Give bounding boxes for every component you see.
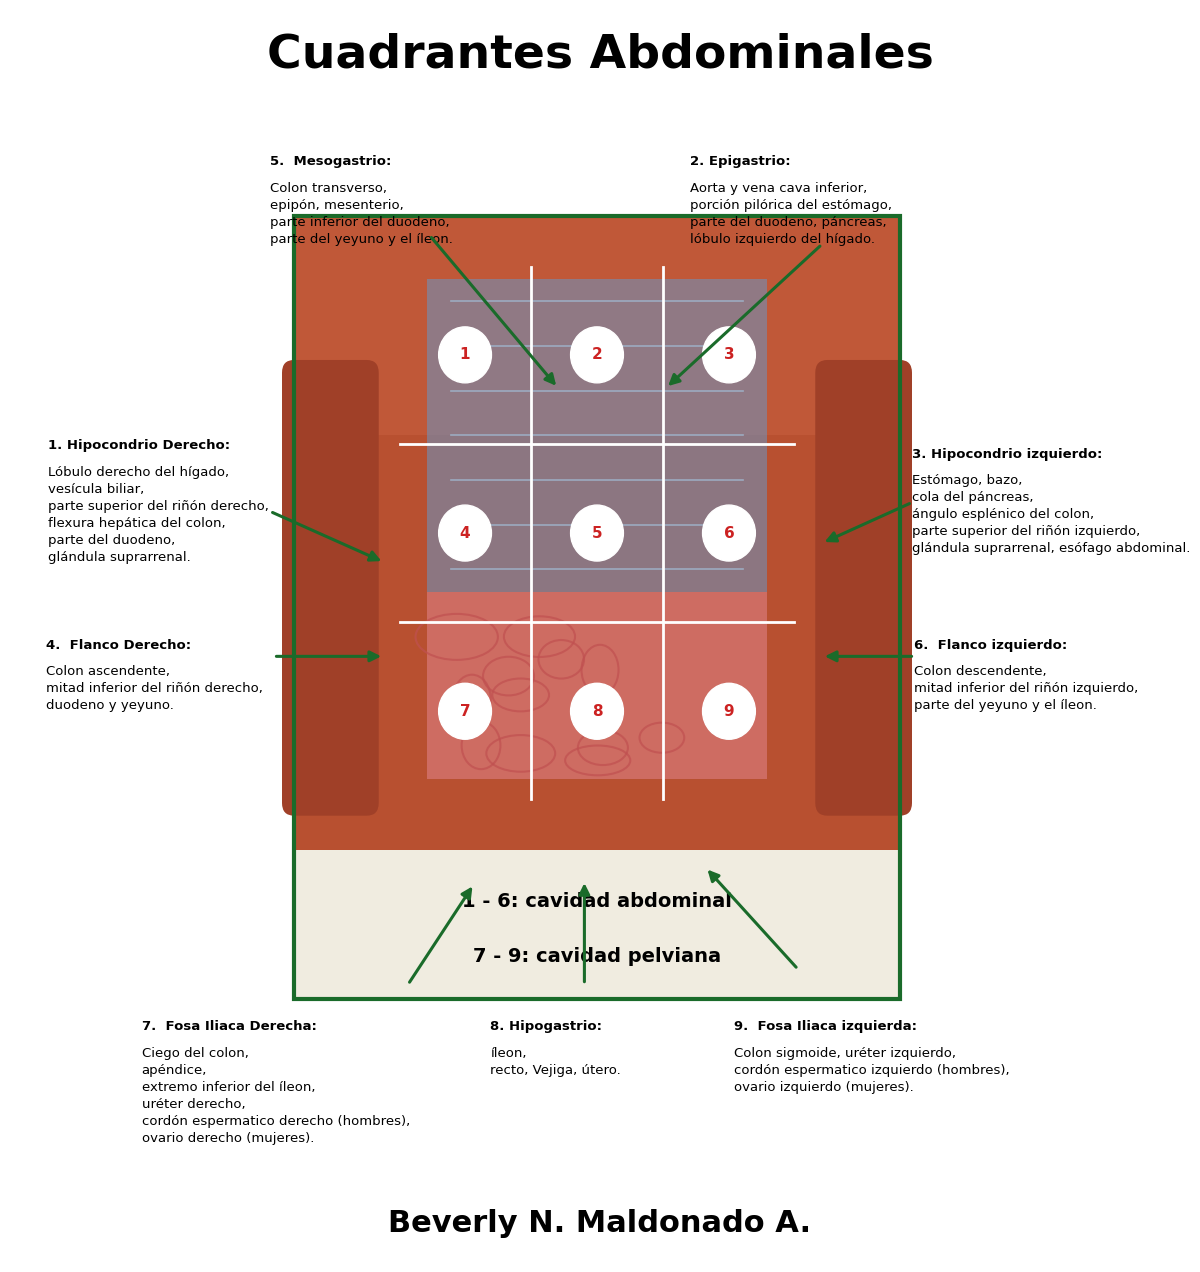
Text: Aorta y vena cava inferior,
porción pilórica del estómago,
parte del duodeno, pá: Aorta y vena cava inferior, porción piló… [690,182,892,245]
FancyBboxPatch shape [815,360,912,815]
Circle shape [702,683,755,739]
Circle shape [439,683,492,739]
Bar [427,591,767,780]
Text: Estómago, bazo,
cola del páncreas,
ángulo esplénico del colon,
parte superior de: Estómago, bazo, cola del páncreas, ángul… [912,474,1190,556]
Circle shape [702,327,755,383]
Text: íleon,
recto, Vejiga, útero.: íleon, recto, Vejiga, útero. [490,1047,620,1077]
Circle shape [702,505,755,561]
Text: 1. Hipocondrio Derecho:: 1. Hipocondrio Derecho: [48,439,230,452]
Bar [427,279,767,591]
FancyBboxPatch shape [282,360,379,815]
Text: Cuadrantes Abdominales: Cuadrantes Abdominales [266,32,934,78]
Bar [294,850,900,999]
Bar [294,216,900,435]
Text: Colon sigmoide, uréter izquierdo,
cordón espermatico izquierdo (hombres),
ovario: Colon sigmoide, uréter izquierdo, cordón… [734,1047,1010,1094]
Circle shape [439,505,492,561]
Text: 2: 2 [592,347,602,363]
Text: 6.  Flanco izquierdo:: 6. Flanco izquierdo: [914,639,1068,651]
Text: Beverly N. Maldonado A.: Beverly N. Maldonado A. [389,1210,811,1238]
Text: 4: 4 [460,525,470,541]
Text: Lóbulo derecho del hígado,
vesícula biliar,
parte superior del riñón derecho,
fl: Lóbulo derecho del hígado, vesícula bili… [48,466,269,563]
Text: 3: 3 [724,347,734,363]
Bar [294,216,900,999]
Text: 1: 1 [460,347,470,363]
Text: 8. Hipogastrio:: 8. Hipogastrio: [490,1020,601,1033]
Text: 5: 5 [592,525,602,541]
Text: 7: 7 [460,703,470,719]
Text: 8: 8 [592,703,602,719]
Bar [294,216,900,999]
Text: Colon ascendente,
mitad inferior del riñón derecho,
duodeno y yeyuno.: Colon ascendente, mitad inferior del riñ… [46,665,263,712]
Text: 1 - 6: cavidad abdominal: 1 - 6: cavidad abdominal [462,893,732,912]
Text: 7.  Fosa Iliaca Derecha:: 7. Fosa Iliaca Derecha: [142,1020,317,1033]
Text: Ciego del colon,
apéndice,
extremo inferior del íleon,
uréter derecho,
cordón es: Ciego del colon, apéndice, extremo infer… [142,1047,410,1145]
Text: 6: 6 [724,525,734,541]
Text: 9.  Fosa Iliaca izquierda:: 9. Fosa Iliaca izquierda: [734,1020,918,1033]
Text: 4.  Flanco Derecho:: 4. Flanco Derecho: [46,639,191,651]
Text: Colon transverso,
epipón, mesenterio,
parte inferior del duodeno,
parte del yeyu: Colon transverso, epipón, mesenterio, pa… [270,182,452,245]
Text: 7 - 9: cavidad pelviana: 7 - 9: cavidad pelviana [473,948,721,967]
Circle shape [439,327,492,383]
Text: 3. Hipocondrio izquierdo:: 3. Hipocondrio izquierdo: [912,448,1103,460]
Circle shape [571,327,624,383]
Text: 2. Epigastrio:: 2. Epigastrio: [690,155,791,168]
Text: 9: 9 [724,703,734,719]
Circle shape [571,683,624,739]
Circle shape [571,505,624,561]
Text: Colon descendente,
mitad inferior del riñón izquierdo,
parte del yeyuno y el íle: Colon descendente, mitad inferior del ri… [914,665,1139,712]
Text: 5.  Mesogastrio:: 5. Mesogastrio: [270,155,391,168]
